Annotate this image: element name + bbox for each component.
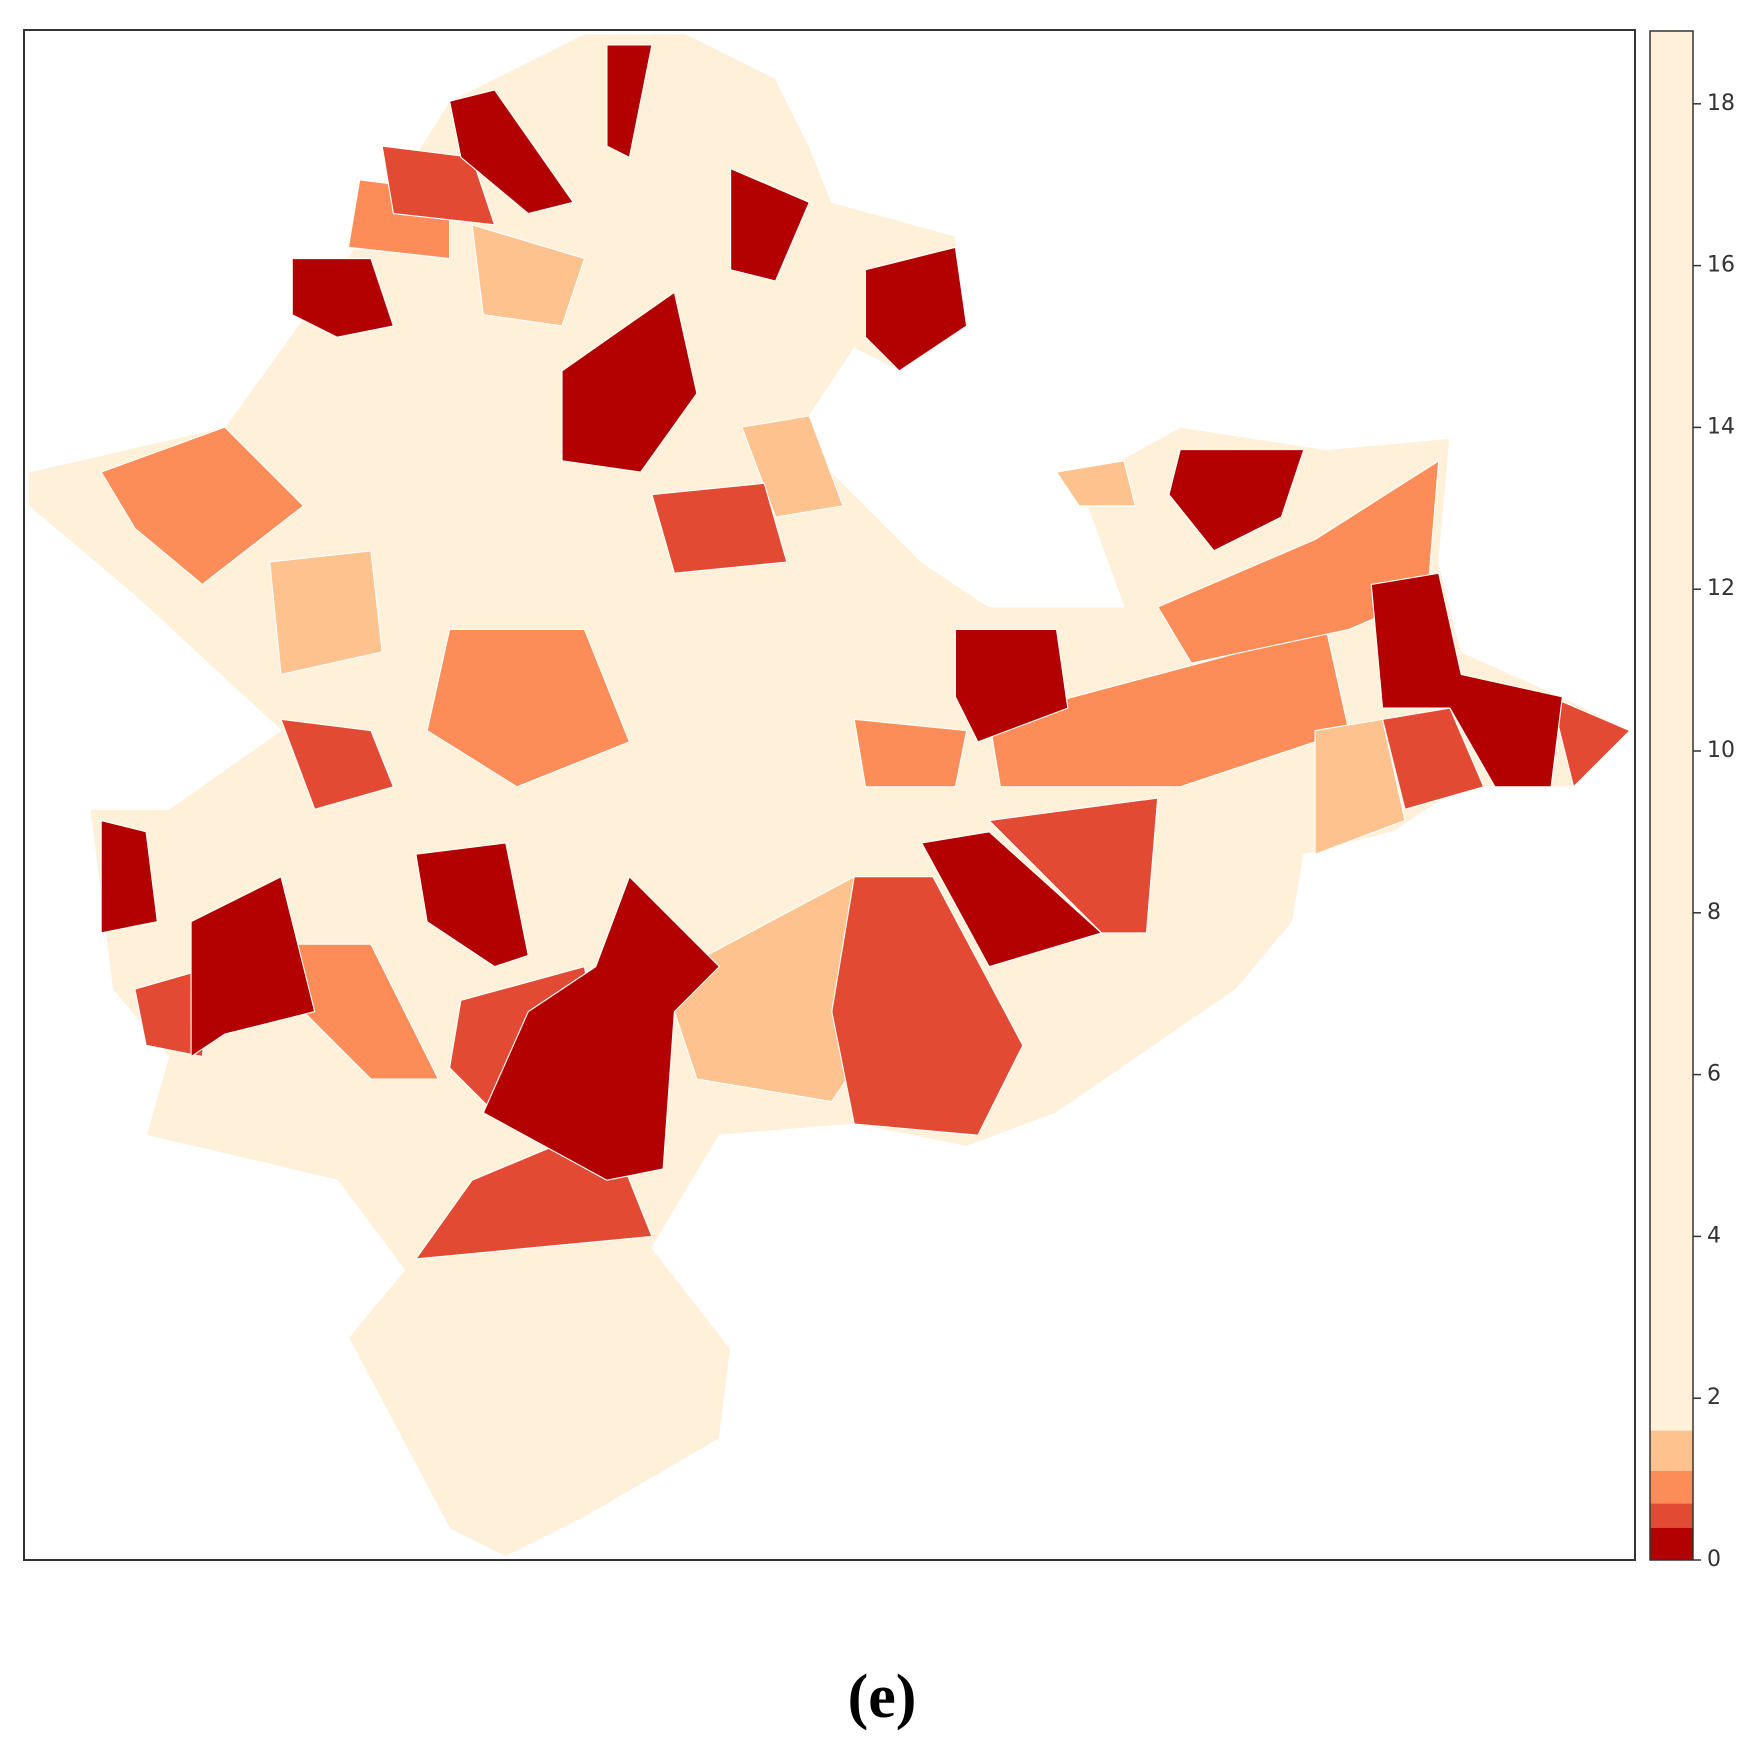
colorbar-bin xyxy=(1650,1430,1693,1472)
tick-label: 2 xyxy=(1707,1385,1721,1410)
map-frame xyxy=(23,29,1636,1561)
region xyxy=(831,876,1024,1136)
colorbar-bin xyxy=(1650,31,1693,1431)
colorbar-bin xyxy=(1650,1527,1693,1560)
tick-label: 10 xyxy=(1707,738,1735,763)
region xyxy=(730,168,810,282)
caption: (e) xyxy=(848,1663,917,1731)
region xyxy=(864,246,968,372)
colorbar-frame xyxy=(1649,30,1694,1561)
region xyxy=(1055,460,1136,507)
region xyxy=(482,876,720,1181)
tick-label: 12 xyxy=(1707,576,1735,601)
region xyxy=(1168,449,1305,552)
region xyxy=(449,89,574,215)
region xyxy=(381,145,496,226)
tick-label: 16 xyxy=(1707,253,1735,278)
region xyxy=(1314,718,1406,855)
tick-label: 4 xyxy=(1707,1223,1721,1248)
region xyxy=(853,718,968,788)
map xyxy=(27,33,1631,1558)
tick-label: 8 xyxy=(1707,900,1721,925)
region xyxy=(269,550,383,675)
region xyxy=(606,44,653,158)
region xyxy=(100,819,158,934)
region xyxy=(100,426,305,586)
colorbar-bin xyxy=(1650,1471,1693,1504)
tick-label: 0 xyxy=(1707,1547,1721,1572)
region xyxy=(291,257,394,338)
region xyxy=(651,482,788,574)
region xyxy=(280,718,394,810)
region xyxy=(1550,696,1631,788)
region xyxy=(921,831,1103,968)
tick-label: 6 xyxy=(1707,1062,1721,1087)
region xyxy=(1370,572,1563,788)
region xyxy=(415,842,529,968)
colorbar-bin xyxy=(1650,1503,1693,1528)
region xyxy=(1381,707,1485,810)
region xyxy=(954,628,1069,743)
region xyxy=(988,797,1159,934)
tick-label: 14 xyxy=(1707,414,1735,439)
region xyxy=(426,628,631,788)
region xyxy=(561,291,698,473)
tick-label: 18 xyxy=(1707,91,1735,116)
region xyxy=(471,224,586,327)
region xyxy=(190,876,316,1058)
